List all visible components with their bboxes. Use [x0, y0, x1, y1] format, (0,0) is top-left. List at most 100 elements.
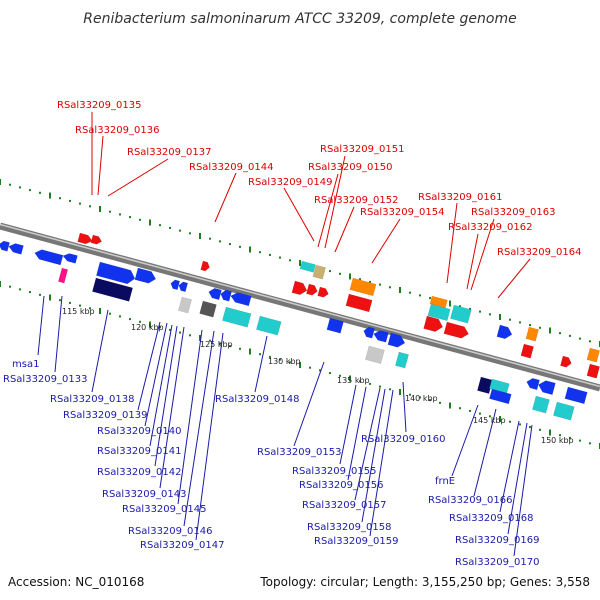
- leader-line: [195, 332, 224, 541]
- gene-label[interactable]: RSal33209_0156: [299, 480, 383, 491]
- leader-line: [369, 389, 394, 537]
- gene-shape: [365, 345, 385, 364]
- leader-line: [347, 386, 367, 481]
- leader-line: [107, 158, 169, 197]
- gene-label[interactable]: RSal33209_0155: [292, 466, 376, 477]
- gene-label[interactable]: RSal33209_0168: [449, 513, 533, 524]
- gene-features: [0, 232, 600, 421]
- leader-line: [37, 295, 45, 356]
- gene-feature: [256, 315, 282, 336]
- gene-shape: [443, 321, 469, 339]
- gene-shape: [326, 317, 344, 334]
- map-title: Renibacterium salmoninarum ATCC 33209, c…: [83, 11, 516, 27]
- gene-shape: [222, 306, 252, 328]
- accession-text: Accession: NC_010168: [8, 575, 144, 589]
- gene-label[interactable]: RSal33209_0158: [307, 522, 391, 533]
- gene-label[interactable]: RSal33209_0144: [189, 162, 273, 173]
- gene-shape: [553, 401, 575, 421]
- gene-shape: [90, 234, 102, 245]
- leader-line: [371, 218, 401, 264]
- leader-line: [137, 321, 161, 411]
- scale-tick-label: 135 kbp: [337, 376, 370, 385]
- gene-label[interactable]: RSal33209_0160: [361, 434, 445, 445]
- gene-label[interactable]: RSal33209_0154: [360, 207, 444, 218]
- gene-label[interactable]: msa1: [12, 359, 39, 370]
- gene-feature: [560, 355, 572, 368]
- gene-feature: [230, 292, 252, 307]
- gene-label[interactable]: RSal33209_0159: [314, 536, 398, 547]
- gene-label[interactable]: RSal33209_0161: [418, 192, 502, 203]
- gene-shape: [363, 326, 375, 339]
- gene-label[interactable]: RSal33209_0142: [97, 467, 181, 478]
- gene-shape: [586, 363, 600, 379]
- leader-line: [283, 187, 315, 242]
- gene-feature: [178, 281, 189, 293]
- gene-label[interactable]: frnE: [435, 476, 455, 487]
- gene-label[interactable]: RSal33209_0166: [428, 495, 512, 506]
- gene-label[interactable]: RSal33209_0137: [127, 147, 211, 158]
- gene-label[interactable]: RSal33209_0145: [122, 504, 206, 515]
- genome-summary-text: Topology: circular; Length: 3,155,250 bp…: [259, 575, 590, 589]
- gene-feature: [8, 243, 24, 255]
- leader-line: [361, 388, 386, 523]
- gene-shape: [200, 260, 210, 272]
- gene-shape: [299, 260, 316, 273]
- label-leader-lines: [37, 112, 533, 557]
- gene-label[interactable]: RSal33209_0150: [308, 162, 392, 173]
- gene-shape: [62, 253, 78, 264]
- gene-label[interactable]: RSal33209_0146: [128, 526, 212, 537]
- leader-line: [334, 206, 355, 253]
- gene-label[interactable]: RSal33209_0138: [50, 394, 134, 405]
- gene-label[interactable]: RSal33209_0170: [455, 557, 539, 568]
- leader-line: [470, 218, 495, 291]
- gene-feature: [489, 388, 512, 405]
- gene-feature: [58, 267, 69, 284]
- gene-feature: [326, 317, 344, 334]
- gene-feature: [77, 232, 93, 245]
- scale-tick-labels: 115 kbp 120 kbp 125 kbp 130 kbp 135 kbp …: [62, 307, 574, 445]
- gene-shape: [199, 300, 217, 318]
- gene-shape: [489, 388, 512, 405]
- gene-shape: [0, 240, 10, 252]
- gene-shape: [170, 279, 181, 291]
- gene-feature: [349, 277, 377, 297]
- gene-feature: [520, 343, 534, 359]
- gene-feature: [526, 377, 540, 391]
- gene-shape: [77, 232, 93, 245]
- leader-line: [293, 361, 325, 447]
- gene-label[interactable]: RSal33209_0163: [471, 207, 555, 218]
- gene-label[interactable]: RSal33209_0136: [75, 125, 159, 136]
- gene-label[interactable]: RSal33209_0162: [448, 222, 532, 233]
- gene-label[interactable]: RSal33209_0157: [302, 500, 386, 511]
- gene-feature: [450, 304, 472, 324]
- gene-shape: [427, 303, 451, 322]
- leader-line: [354, 387, 381, 501]
- leader-line: [339, 384, 357, 465]
- scale-tick-label: 120 kbp: [131, 323, 164, 332]
- gene-shape: [208, 287, 222, 301]
- gene-label[interactable]: RSal33209_0141: [97, 446, 181, 457]
- gene-label[interactable]: RSal33209_0169: [455, 535, 539, 546]
- gene-shape: [306, 283, 318, 296]
- gene-label[interactable]: RSal33209_0152: [314, 195, 398, 206]
- gene-shape: [317, 286, 329, 298]
- gene-label[interactable]: RSal33209_0133: [3, 374, 87, 385]
- gene-label[interactable]: RSal33209_0153: [257, 447, 341, 458]
- gene-label[interactable]: RSal33209_0151: [320, 144, 404, 155]
- gene-shape: [345, 293, 373, 313]
- gene-feature: [525, 326, 539, 342]
- gene-label[interactable]: RSal33209_0139: [63, 410, 147, 421]
- leader-line: [183, 330, 215, 527]
- gene-label[interactable]: RSal33209_0140: [97, 426, 181, 437]
- gene-label[interactable]: RSal33209_0143: [102, 489, 186, 500]
- gene-feature: [62, 253, 78, 264]
- gene-label[interactable]: RSal33209_0135: [57, 100, 141, 111]
- gene-feature: [496, 324, 513, 340]
- gene-feature: [373, 330, 389, 343]
- gene-label[interactable]: RSal33209_0147: [140, 540, 224, 551]
- gene-label[interactable]: RSal33209_0149: [248, 177, 332, 188]
- gene-shape: [450, 304, 472, 324]
- gene-shape: [564, 386, 588, 405]
- gene-label[interactable]: RSal33209_0164: [497, 247, 581, 258]
- gene-label[interactable]: RSal33209_0148: [215, 394, 299, 405]
